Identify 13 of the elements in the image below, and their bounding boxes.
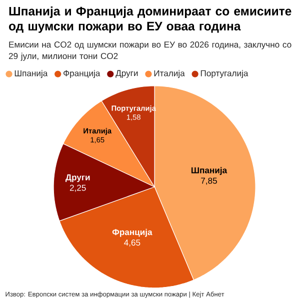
legend-label: Италија — [154, 70, 185, 78]
data-label: 7,85 — [201, 178, 217, 185]
slice-label: Други — [66, 174, 90, 182]
chart-subtitle: Емисии на CO2 од шумски пожари во ЕУ во 2026 година, заклучно со 29 јули, милиони тони CO2 — [8, 42, 292, 61]
legend-label: Португалија — [200, 70, 248, 78]
slice-label: Шпанија — [191, 167, 228, 175]
legend-label: Други — [116, 70, 138, 78]
data-label: 4,65 — [124, 240, 140, 247]
chart-title: Шпанија и Франција доминираат со емисиите од шумски пожари во ЕУ оваа година — [9, 6, 292, 33]
data-label: 2,25 — [70, 184, 86, 192]
slice-label: Франција — [112, 228, 152, 237]
legend-label: Шпанија — [14, 70, 48, 78]
legend-label: Франција — [64, 70, 100, 78]
